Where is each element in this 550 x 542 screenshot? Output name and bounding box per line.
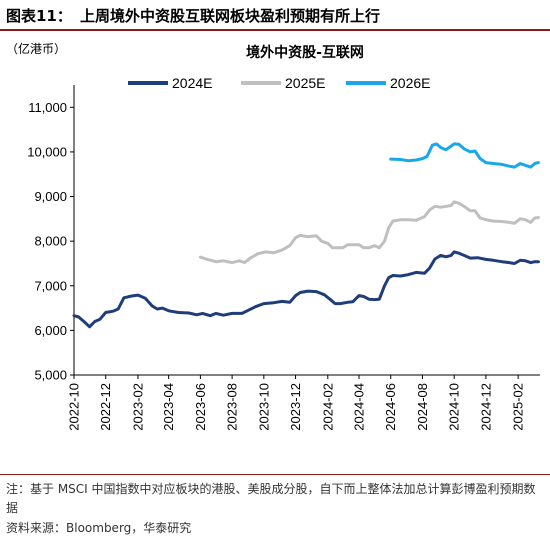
y-tick-label: 6,000: [34, 323, 67, 338]
figure-header: 图表11： 上周境外中资股互联网板块盈利预期有所上行: [0, 0, 550, 31]
x-tick-label: 2025-02: [511, 383, 526, 431]
x-tick-label: 2023-06: [193, 383, 208, 431]
y-tick-label: 8,000: [34, 234, 67, 249]
series-line-2025e: [198, 200, 540, 265]
x-tick-label: 2023-04: [161, 383, 176, 431]
line-chart: （亿港币） 境外中资股-互联网 2024E 2025E 2026E 5,000 6,0…: [6, 41, 540, 431]
y-tick-label: 11,000: [28, 100, 67, 115]
x-tick-label: 2022-12: [98, 383, 113, 431]
x-tick-label: 2022-10: [67, 383, 82, 431]
y-tick-label: 9,000: [34, 189, 67, 204]
footnote: 注：基于 MSCI 中国指数中对应板块的港股、美股成分股，自下而上整体法加总计算…: [6, 482, 536, 515]
y-tick-label: 10,000: [27, 144, 67, 159]
x-tick-label: 2023-10: [256, 383, 271, 431]
y-tick-label: 5,000: [34, 368, 67, 383]
series-line-2026e: [389, 142, 540, 169]
x-tick-label: 2023-08: [225, 383, 240, 431]
x-tick-label: 2024-02: [320, 383, 335, 431]
y-axis: 5,000 6,000 7,000 8,000 9,000 10,000 11,000: [27, 85, 75, 383]
series-layer: [72, 142, 540, 329]
legend-label: 2025E: [285, 75, 325, 91]
x-axis: 2022-10 2022-12 2023-02 2023-04 2023-06 2023-…: [67, 374, 540, 431]
y-tick-label: 7,000: [34, 278, 67, 293]
x-tick-label: 2024-12: [478, 383, 493, 431]
x-tick-label: 2024-10: [447, 383, 462, 431]
x-tick-label: 2024-06: [383, 383, 398, 431]
legend-label: 2026E: [390, 75, 430, 91]
source-note: 资料来源：Bloomberg，华泰研究: [6, 521, 192, 535]
x-tick-label: 2023-02: [130, 383, 145, 431]
legend: 2024E 2025E 2026E: [128, 75, 430, 91]
chart-title: 境外中资股-互联网: [246, 44, 364, 61]
footer-rule: [0, 474, 550, 475]
y-unit-label: （亿港币）: [6, 41, 66, 56]
series-line-2024e: [72, 250, 540, 329]
legend-label: 2024E: [172, 75, 212, 91]
x-tick-label: 2024-04: [352, 383, 367, 431]
figure-label: 图表11：: [6, 7, 72, 25]
x-tick-label: 2024-08: [415, 383, 430, 431]
x-tick-label: 2023-12: [288, 383, 303, 431]
header-rule: [0, 29, 550, 31]
figure-title: 上周境外中资股互联网板块盈利预期有所上行: [80, 7, 381, 25]
